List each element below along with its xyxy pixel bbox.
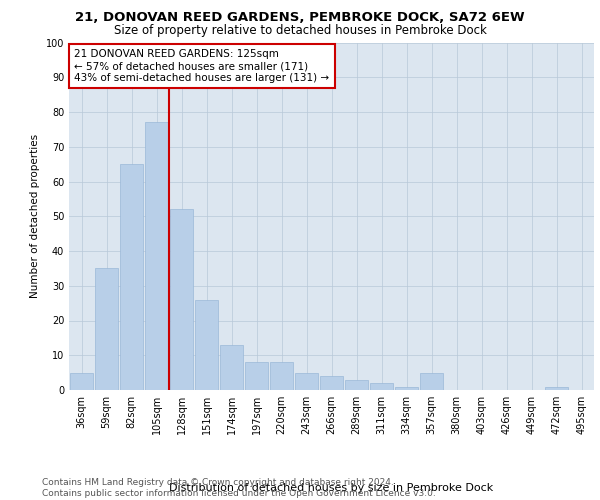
Bar bbox=[545, 386, 568, 390]
Y-axis label: Number of detached properties: Number of detached properties bbox=[30, 134, 40, 298]
Text: 21 DONOVAN REED GARDENS: 125sqm
← 57% of detached houses are smaller (171)
43% o: 21 DONOVAN REED GARDENS: 125sqm ← 57% of… bbox=[74, 50, 329, 82]
Bar bbox=[370, 383, 393, 390]
Bar bbox=[170, 210, 193, 390]
Text: 21, DONOVAN REED GARDENS, PEMBROKE DOCK, SA72 6EW: 21, DONOVAN REED GARDENS, PEMBROKE DOCK,… bbox=[75, 11, 525, 24]
Text: Contains HM Land Registry data © Crown copyright and database right 2024.
Contai: Contains HM Land Registry data © Crown c… bbox=[42, 478, 436, 498]
Bar bbox=[345, 380, 368, 390]
X-axis label: Distribution of detached houses by size in Pembroke Dock: Distribution of detached houses by size … bbox=[169, 483, 494, 493]
Bar bbox=[245, 362, 268, 390]
Bar bbox=[320, 376, 343, 390]
Bar bbox=[95, 268, 118, 390]
Bar bbox=[195, 300, 218, 390]
Bar bbox=[420, 372, 443, 390]
Text: Size of property relative to detached houses in Pembroke Dock: Size of property relative to detached ho… bbox=[113, 24, 487, 37]
Bar bbox=[145, 122, 168, 390]
Bar bbox=[295, 372, 318, 390]
Bar bbox=[270, 362, 293, 390]
Bar bbox=[120, 164, 143, 390]
Bar bbox=[395, 386, 418, 390]
Bar bbox=[220, 345, 243, 390]
Bar bbox=[70, 372, 93, 390]
